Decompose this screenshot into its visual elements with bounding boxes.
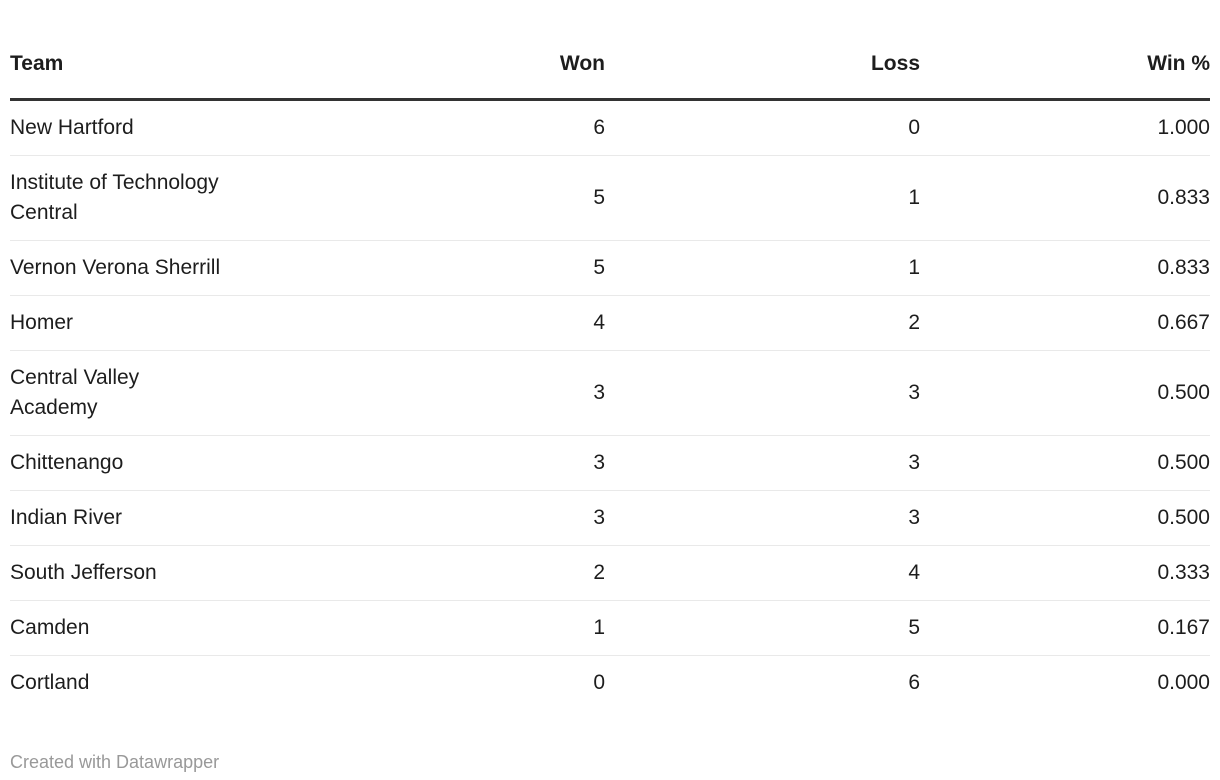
win-pct-cell: 1.000 (920, 99, 1210, 156)
loss-cell: 2 (605, 295, 920, 351)
team-name-cell: Camden (10, 600, 260, 656)
team-name-cell: Cortland (10, 671, 90, 694)
team-name-cell: Indian River (10, 490, 260, 546)
loss-cell: 3 (605, 435, 920, 491)
team-name-cell: Chittenango (10, 435, 260, 491)
table-row: Vernon Verona Sherrill 5 1 0.833 (10, 240, 1210, 296)
datawrapper-credit-link[interactable]: Created with Datawrapper (10, 752, 220, 772)
won-cell: 6 (260, 99, 605, 156)
won-cell: 3 (260, 435, 605, 491)
loss-cell: 6 (908, 671, 920, 694)
team-name-cell: Vernon Verona Sherrill (10, 240, 260, 296)
standings-table: Team Won Loss Win % New Hartford 6 0 1.0… (10, 35, 1210, 710)
won-cell: 5 (260, 155, 605, 241)
win-pct-cell: 0.667 (920, 295, 1210, 351)
column-header-loss: Loss (605, 35, 920, 101)
won-cell: 4 (260, 295, 605, 351)
won-cell: 3 (260, 350, 605, 436)
loss-cell: 3 (605, 350, 920, 436)
win-pct-cell: 0.333 (920, 545, 1210, 601)
table-row: Institute of Technology Central 5 1 0.83… (10, 155, 1210, 241)
loss-cell: 5 (605, 600, 920, 656)
win-pct-cell: 0.833 (920, 240, 1210, 296)
table-row: Chittenango 3 3 0.500 (10, 435, 1210, 491)
loss-cell: 0 (605, 99, 920, 156)
chart-footer: Created with Datawrapper (10, 751, 1210, 773)
win-pct-cell: 0.000 (1157, 671, 1210, 694)
header-row: Team Won Loss Win % (10, 35, 1210, 101)
table-row: Homer 4 2 0.667 (10, 295, 1210, 351)
loss-cell: 4 (605, 545, 920, 601)
win-pct-cell: 0.833 (920, 155, 1210, 241)
table-row: Camden 1 5 0.167 (10, 600, 1210, 656)
win-pct-cell: 0.500 (920, 490, 1210, 546)
table-row: Cortland 0 6 0.000 (10, 656, 1210, 711)
table-row: South Jefferson 2 4 0.333 (10, 545, 1210, 601)
won-cell: 3 (260, 490, 605, 546)
loss-cell: 3 (605, 490, 920, 546)
win-pct-cell: 0.500 (920, 350, 1210, 436)
team-name-cell: Central Valley Academy (10, 350, 260, 436)
won-cell: 2 (260, 545, 605, 601)
team-name-cell: South Jefferson (10, 545, 260, 601)
table-row: Indian River 3 3 0.500 (10, 490, 1210, 546)
won-cell: 0 (593, 671, 605, 694)
won-cell: 1 (260, 600, 605, 656)
column-header-win-pct: Win % (920, 35, 1210, 101)
table-row: New Hartford 6 0 1.000 (10, 99, 1210, 156)
win-pct-cell: 0.167 (920, 600, 1210, 656)
column-header-team: Team (10, 35, 260, 101)
win-pct-cell: 0.500 (920, 435, 1210, 491)
team-name-cell: Homer (10, 295, 260, 351)
team-name-cell: New Hartford (10, 99, 260, 156)
table-row: Central Valley Academy 3 3 0.500 (10, 350, 1210, 436)
column-header-won: Won (260, 35, 605, 101)
loss-cell: 1 (605, 155, 920, 241)
won-cell: 5 (260, 240, 605, 296)
team-name-cell: Institute of Technology Central (10, 155, 260, 241)
loss-cell: 1 (605, 240, 920, 296)
